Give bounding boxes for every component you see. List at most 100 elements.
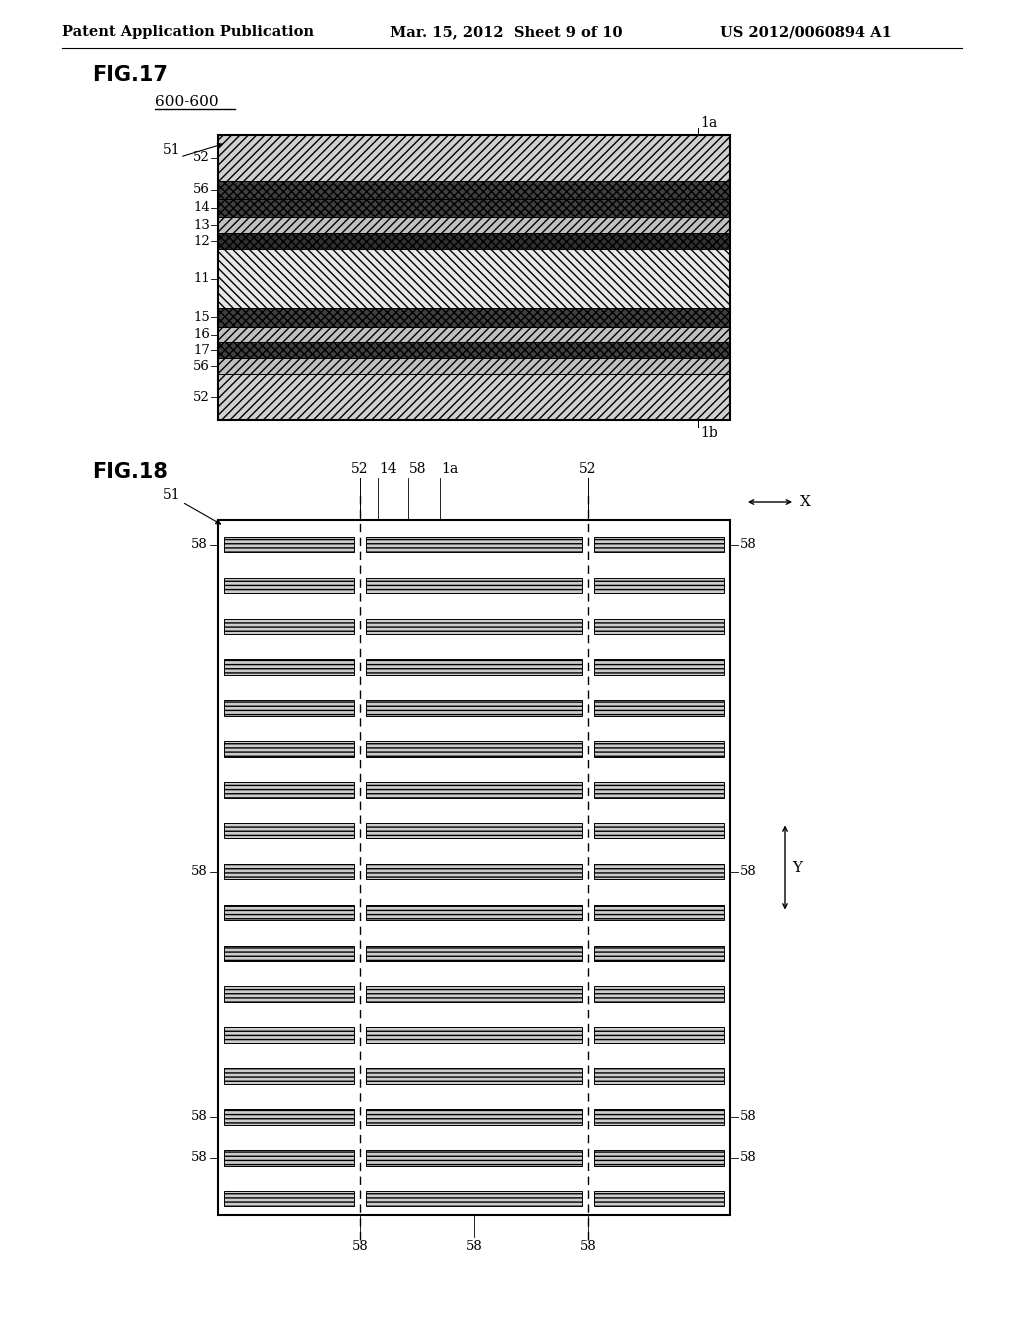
Bar xyxy=(224,537,354,552)
Bar xyxy=(224,945,354,961)
Bar xyxy=(218,216,730,234)
Bar xyxy=(218,216,730,234)
Bar xyxy=(224,945,354,961)
Text: Y: Y xyxy=(792,861,802,874)
Bar xyxy=(218,135,730,420)
Bar xyxy=(224,1109,354,1125)
Text: 58: 58 xyxy=(740,865,757,878)
Text: 58: 58 xyxy=(740,539,757,550)
Bar xyxy=(218,359,730,375)
Bar xyxy=(366,619,582,634)
Bar xyxy=(594,578,724,593)
Bar xyxy=(218,326,730,342)
Bar xyxy=(366,619,582,634)
Bar xyxy=(218,342,730,359)
Bar xyxy=(594,1027,724,1043)
Bar xyxy=(224,1191,354,1206)
Bar xyxy=(224,537,354,552)
Bar xyxy=(594,1150,724,1166)
Text: 1a: 1a xyxy=(441,462,459,477)
Bar xyxy=(218,309,730,326)
Bar xyxy=(224,619,354,634)
Text: 14: 14 xyxy=(379,462,397,477)
Bar xyxy=(224,1109,354,1125)
Text: 58: 58 xyxy=(191,865,208,878)
Bar xyxy=(366,660,582,675)
Bar xyxy=(594,1027,724,1043)
Bar xyxy=(594,822,724,838)
Bar xyxy=(366,822,582,838)
Text: 600-600: 600-600 xyxy=(155,95,219,110)
Bar xyxy=(218,135,730,181)
Bar xyxy=(224,741,354,756)
Bar xyxy=(366,1068,582,1084)
Bar xyxy=(594,904,724,920)
Bar xyxy=(366,904,582,920)
Bar xyxy=(366,863,582,879)
Text: Patent Application Publication: Patent Application Publication xyxy=(62,25,314,40)
Text: 58: 58 xyxy=(351,1241,369,1254)
Bar xyxy=(224,1191,354,1206)
Bar xyxy=(594,1109,724,1125)
Text: 56: 56 xyxy=(194,183,210,197)
Bar xyxy=(366,1068,582,1084)
Bar xyxy=(218,249,730,309)
Bar xyxy=(366,1109,582,1125)
Bar xyxy=(224,1150,354,1166)
Bar xyxy=(366,537,582,552)
Text: FIG.18: FIG.18 xyxy=(92,462,168,482)
Bar xyxy=(366,1150,582,1166)
Bar xyxy=(594,863,724,879)
Bar xyxy=(366,537,582,552)
Bar xyxy=(218,309,730,326)
Bar xyxy=(224,904,354,920)
Bar xyxy=(594,578,724,593)
Bar xyxy=(218,234,730,249)
Bar xyxy=(218,375,730,420)
Bar xyxy=(224,1027,354,1043)
Bar xyxy=(224,863,354,879)
Bar xyxy=(224,619,354,634)
Bar xyxy=(218,359,730,375)
Text: 1b: 1b xyxy=(700,426,718,440)
Text: 58: 58 xyxy=(740,1151,757,1164)
Bar xyxy=(224,781,354,797)
Bar xyxy=(218,199,730,216)
Text: 58: 58 xyxy=(191,539,208,550)
Text: 14: 14 xyxy=(194,202,210,214)
Bar xyxy=(218,135,730,181)
Bar xyxy=(366,1109,582,1125)
Text: FIG.17: FIG.17 xyxy=(92,65,168,84)
Bar xyxy=(218,326,730,342)
Bar xyxy=(594,741,724,756)
Bar xyxy=(366,578,582,593)
Bar xyxy=(594,781,724,797)
Bar xyxy=(594,701,724,715)
Text: 52: 52 xyxy=(351,462,369,477)
Bar xyxy=(366,904,582,920)
Text: 56: 56 xyxy=(194,360,210,374)
Bar xyxy=(224,660,354,675)
Bar xyxy=(224,781,354,797)
Bar xyxy=(224,1027,354,1043)
Text: Mar. 15, 2012  Sheet 9 of 10: Mar. 15, 2012 Sheet 9 of 10 xyxy=(390,25,623,40)
Text: 58: 58 xyxy=(466,1241,482,1254)
Text: 51: 51 xyxy=(163,143,180,157)
Bar xyxy=(366,945,582,961)
Bar xyxy=(594,781,724,797)
Bar xyxy=(218,234,730,249)
Bar xyxy=(366,1191,582,1206)
Bar xyxy=(224,904,354,920)
Bar xyxy=(594,537,724,552)
Bar xyxy=(366,1150,582,1166)
Text: X: X xyxy=(800,495,811,510)
Bar xyxy=(224,1068,354,1084)
Text: 15: 15 xyxy=(194,312,210,323)
Bar xyxy=(594,986,724,1002)
Bar xyxy=(366,781,582,797)
Bar xyxy=(594,945,724,961)
Bar xyxy=(218,181,730,199)
Bar xyxy=(594,1068,724,1084)
Bar xyxy=(594,945,724,961)
Bar xyxy=(594,1068,724,1084)
